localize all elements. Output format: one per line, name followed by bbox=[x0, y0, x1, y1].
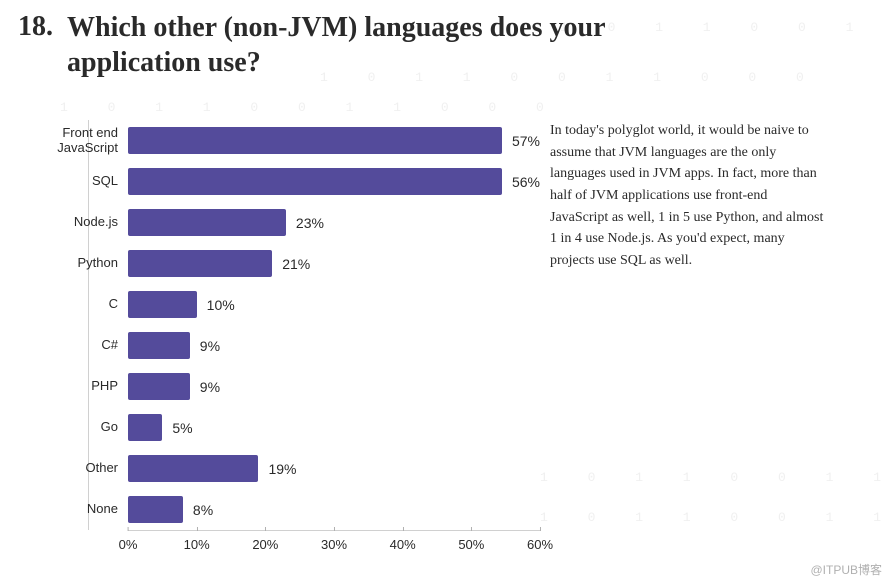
chart-xtick: 20% bbox=[252, 531, 278, 552]
chart-xaxis: 0%10%20%30%40%50%60% bbox=[128, 530, 540, 556]
chart-xtick: 50% bbox=[458, 531, 484, 552]
chart-xtick: 60% bbox=[527, 531, 553, 552]
chart-ylabel: Go bbox=[40, 420, 128, 435]
chart-value-label: 8% bbox=[193, 502, 213, 518]
chart-value-label: 57% bbox=[512, 133, 540, 149]
chart-ylabel: Node.js bbox=[40, 215, 128, 230]
question-number: 18. bbox=[18, 10, 53, 44]
chart-row: Node.js 23% bbox=[40, 202, 540, 243]
content-area: Front endJavaScript 57% SQL 56% Node.js 23% Py… bbox=[0, 80, 890, 556]
chart-bar bbox=[128, 373, 190, 400]
question-title: Which other (non-JVM) languages does you… bbox=[67, 10, 707, 80]
chart-value-label: 10% bbox=[207, 297, 235, 313]
chart-ylabel: Python bbox=[40, 256, 128, 271]
chart-ylabel: None bbox=[40, 502, 128, 517]
chart: Front endJavaScript 57% SQL 56% Node.js 23% Py… bbox=[0, 120, 540, 556]
chart-bar bbox=[128, 414, 162, 441]
chart-plot-cell: 10% bbox=[128, 284, 540, 325]
chart-ylabel: Front endJavaScript bbox=[40, 126, 128, 156]
chart-bar bbox=[128, 209, 286, 236]
chart-bar bbox=[128, 291, 197, 318]
chart-plot-cell: 57% bbox=[128, 120, 540, 161]
chart-plot-cell: 23% bbox=[128, 202, 540, 243]
chart-xtick: 0% bbox=[119, 531, 138, 552]
chart-bar bbox=[128, 332, 190, 359]
chart-row: PHP 9% bbox=[40, 366, 540, 407]
chart-ylabel: PHP bbox=[40, 379, 128, 394]
chart-row: Other 19% bbox=[40, 448, 540, 489]
chart-plot-cell: 5% bbox=[128, 407, 540, 448]
chart-plot-cell: 8% bbox=[128, 489, 540, 530]
description-text: In today's polyglot world, it would be n… bbox=[540, 120, 850, 556]
watermark: @ITPUB博客 bbox=[810, 561, 882, 578]
chart-row: Python 21% bbox=[40, 243, 540, 284]
chart-bars: Front endJavaScript 57% SQL 56% Node.js 23% Py… bbox=[40, 120, 540, 530]
chart-ylabel: C# bbox=[40, 338, 128, 353]
chart-bar bbox=[128, 496, 183, 523]
chart-value-label: 9% bbox=[200, 338, 220, 354]
chart-bar bbox=[128, 168, 502, 195]
chart-row: Go 5% bbox=[40, 407, 540, 448]
chart-row: Front endJavaScript 57% bbox=[40, 120, 540, 161]
chart-value-label: 19% bbox=[268, 461, 296, 477]
chart-plot-cell: 9% bbox=[128, 366, 540, 407]
chart-xtick: 10% bbox=[184, 531, 210, 552]
question-header: 18. Which other (non-JVM) languages does… bbox=[0, 0, 890, 80]
chart-plot-cell: 9% bbox=[128, 325, 540, 366]
chart-ylabel: SQL bbox=[40, 174, 128, 189]
chart-row: None 8% bbox=[40, 489, 540, 530]
chart-value-label: 23% bbox=[296, 215, 324, 231]
chart-ylabel: Other bbox=[40, 461, 128, 476]
chart-value-label: 9% bbox=[200, 379, 220, 395]
chart-bar bbox=[128, 250, 272, 277]
chart-value-label: 21% bbox=[282, 256, 310, 272]
chart-plot-cell: 56% bbox=[128, 161, 540, 202]
chart-ylabel: C bbox=[40, 297, 128, 312]
chart-row: C# 9% bbox=[40, 325, 540, 366]
chart-plot-cell: 19% bbox=[128, 448, 540, 489]
chart-value-label: 5% bbox=[172, 420, 192, 436]
chart-bar bbox=[128, 455, 258, 482]
chart-xtick: 40% bbox=[390, 531, 416, 552]
chart-row: C 10% bbox=[40, 284, 540, 325]
chart-row: SQL 56% bbox=[40, 161, 540, 202]
chart-bar bbox=[128, 127, 502, 154]
chart-xtick: 30% bbox=[321, 531, 347, 552]
chart-plot-cell: 21% bbox=[128, 243, 540, 284]
chart-value-label: 56% bbox=[512, 174, 540, 190]
